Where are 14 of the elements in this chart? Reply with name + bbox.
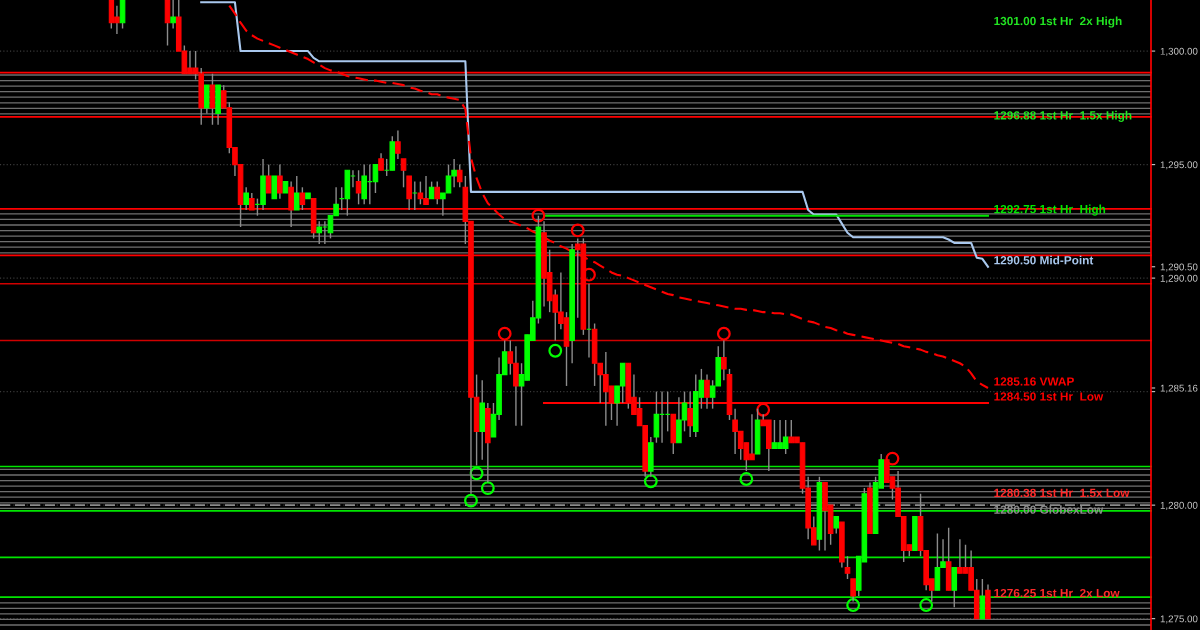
series-label: 1284.50 1st Hr Low: [994, 392, 1104, 401]
text: 1276.25 1st Hr 2x Low: [994, 588, 1120, 598]
y-tick-label: 1,295.00: [1160, 161, 1198, 170]
text: 1301.00 1st Hr 2x High: [994, 16, 1122, 28]
series-label: 1290.50 Mid-Point: [994, 255, 1094, 265]
y-tick-label: 1,285.16: [1160, 384, 1198, 393]
series-label: 1285.16 VWAP: [994, 377, 1074, 386]
ref-line-label: 1280.00 GlobexLow: [994, 505, 1104, 514]
y-tick-label: 1,290.00: [1160, 274, 1198, 283]
y-tick-label: 1,280.00: [1160, 501, 1198, 510]
y-tick-label: 1,275.00: [1160, 615, 1198, 624]
text: 1280.38 1st Hr 1.5x Low: [994, 488, 1130, 498]
y-tick-label: 1,300.00: [1160, 47, 1198, 56]
y-tick-label: 1,290.50: [1160, 263, 1198, 272]
